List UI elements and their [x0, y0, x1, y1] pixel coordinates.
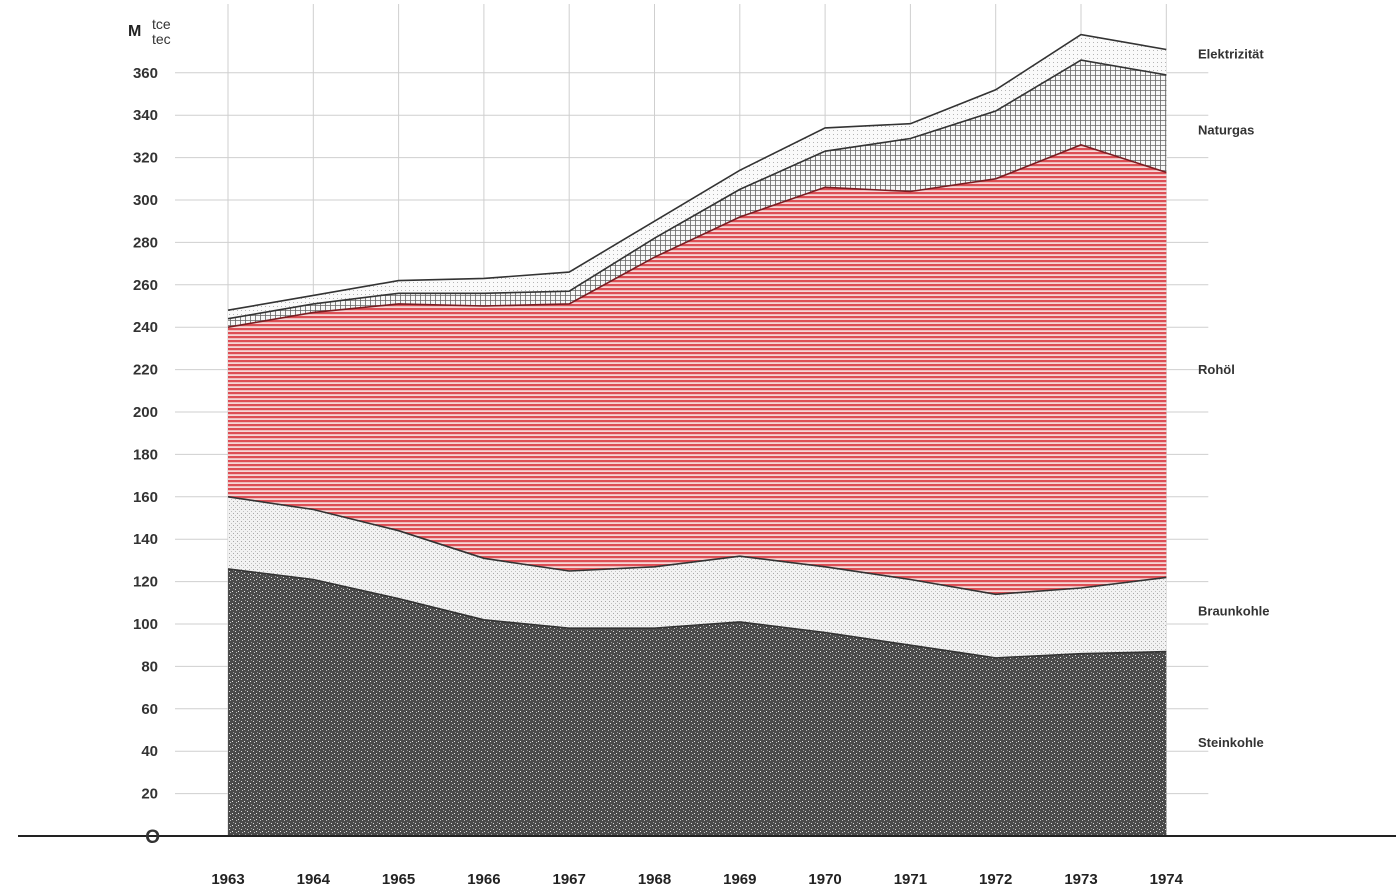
y-tick-label: 200 [133, 404, 158, 421]
unit-sub-label-tec: tec [152, 31, 171, 47]
x-tick-label: 1968 [638, 871, 671, 888]
legend: Steinkohle Braunkohle Rohöl Naturgas Elektri… [1198, 46, 1270, 749]
y-tick-label: 160 [133, 489, 158, 506]
x-tick-label: 1969 [723, 871, 756, 888]
legend-label-braunkohle: Braunkohle [1198, 604, 1270, 619]
y-tick-label: 60 [141, 701, 158, 718]
y-tick-label: 340 [133, 107, 158, 124]
x-tick-label: 1967 [553, 871, 586, 888]
y-tick-label: 240 [133, 319, 158, 336]
area-steinkohle [228, 568, 1167, 836]
x-axis-tick-labels: 1963 1964 1965 1966 1967 1968 1969 1970 1971 1972… [211, 871, 1183, 888]
y-tick-label: 40 [141, 743, 158, 760]
y-tick-label: 180 [133, 446, 158, 463]
area-braunkohle [228, 496, 1167, 658]
area-rohol [228, 144, 1167, 595]
y-tick-label: 100 [133, 616, 158, 633]
y-tick-label: 120 [133, 574, 158, 591]
boundary-braunkohle [227, 496, 1167, 596]
unit-sub-label-tce: tce [152, 16, 171, 32]
boundary-steinkohle [227, 568, 1167, 659]
boundary-naturgas [227, 59, 1167, 320]
y-tick-label: 140 [133, 531, 158, 548]
y-tick-label: 260 [133, 277, 158, 294]
y-tick-label: 300 [133, 192, 158, 209]
series-boundary-lines [227, 33, 1167, 659]
area-naturgas [228, 60, 1167, 328]
x-tick-label: 1974 [1150, 871, 1184, 888]
x-tick-label: 1973 [1064, 871, 1097, 888]
y-tick-label: 280 [133, 234, 158, 251]
y-tick-label: 220 [133, 362, 158, 379]
x-tick-label: 1963 [211, 871, 244, 888]
area-elektrizitat [228, 34, 1167, 319]
y-axis-tick-labels: 20 40 60 80 100 120 140 160 180 200 220 240 260 280 30… [133, 65, 158, 803]
unit-label: M [128, 23, 141, 40]
x-tick-label: 1971 [894, 871, 927, 888]
legend-label-naturgas: Naturgas [1198, 122, 1254, 137]
x-tick-label: 1964 [297, 871, 331, 888]
x-tick-label: 1970 [808, 871, 841, 888]
boundary-elektrizitat [227, 33, 1167, 311]
y-tick-label: 360 [133, 65, 158, 82]
y-tick-label: 20 [141, 786, 158, 803]
y-tick-label-zero: O [145, 827, 160, 848]
x-tick-label: 1972 [979, 871, 1012, 888]
boundary-rohol [227, 144, 1167, 328]
legend-label-rohol: Rohöl [1198, 362, 1235, 377]
x-tick-label: 1966 [467, 871, 500, 888]
y-tick-label: 320 [133, 150, 158, 167]
legend-label-steinkohle: Steinkohle [1198, 735, 1264, 750]
x-tick-label: 1965 [382, 871, 415, 888]
y-tick-label: 80 [141, 658, 158, 675]
legend-label-elektrizitat: Elektrizität [1198, 46, 1264, 61]
series-areas [228, 34, 1167, 836]
